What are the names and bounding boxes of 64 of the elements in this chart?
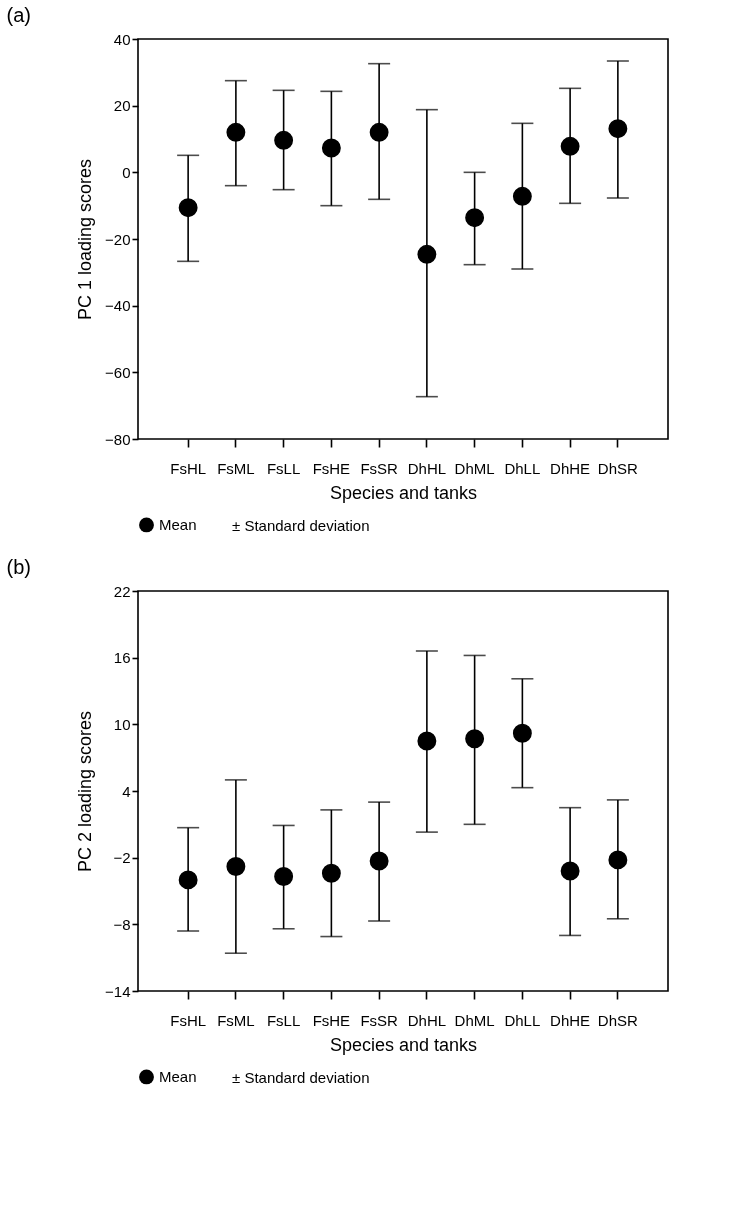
point [369,851,389,871]
point [417,731,437,751]
y-tick-label: 16 [113,649,131,667]
point [608,119,628,139]
text: ± Standard deviation [232,1069,370,1087]
point [465,208,485,228]
x-tick-label: DhHE [550,459,591,477]
x-tick-label: FsSR [360,1011,399,1029]
point [321,863,341,883]
point [369,122,389,142]
y-tick-label: −2 [113,849,131,867]
x-axis-title: Species and tanks [329,482,478,503]
x-tick-label: DhHL [407,1011,447,1029]
x-tick-label: FsLL [266,459,301,477]
y-tick-label: 20 [113,97,131,115]
x-tick-label: FsHE [312,459,351,477]
x-tick-label: FsHE [312,1011,351,1029]
y-tick-label: 0 [122,163,131,181]
point [274,130,294,150]
point [226,122,246,142]
point [274,867,294,886]
x-tick-label: DhML [454,459,495,477]
x-tick-label: FsML [217,1011,255,1029]
y-axis-title: PC 2 loading scores [75,710,96,873]
x-tick-label: FsLL [266,1011,301,1029]
x-tick-label: FsHL [170,459,207,477]
point [321,138,341,158]
point [512,186,532,206]
x-tick-label: DhHE [550,1011,591,1029]
point [178,870,198,890]
point [226,857,246,876]
y-tick-label: 40 [113,30,131,48]
point [608,850,628,870]
y-tick-label: 10 [113,715,131,733]
legend-label: Mean [159,515,197,533]
x-tick-label: DhSR [597,1011,639,1029]
y-tick-label: 22 [113,582,131,600]
y-axis-title: PC 1 loading scores [75,158,96,321]
x-tick-label: DhLL [504,1011,541,1029]
x-tick-label: FsHL [170,1011,207,1029]
legend-label: Mean [159,1067,197,1085]
point [512,723,532,743]
point [465,729,485,749]
y-tick-label: −80 [105,430,131,448]
chart-title: (b) [6,556,32,578]
x-tick-label: DhML [454,1011,495,1029]
x-tick-label: FsSR [360,459,399,477]
x-tick-label: DhLL [504,459,541,477]
y-tick-label: −60 [105,363,131,381]
y-tick-label: −8 [113,915,131,933]
chart-title: (a) [6,4,32,26]
text: ± Standard deviation [232,517,370,535]
y-tick-label: 4 [122,782,131,800]
y-tick-label: −20 [105,230,131,248]
point [560,136,580,156]
x-axis-title: Species and tanks [329,1034,478,1055]
x-tick-label: DhSR [597,459,639,477]
point [178,198,198,218]
x-tick-label: DhHL [407,459,447,477]
y-tick-label: −14 [105,982,131,1000]
point [560,861,580,881]
y-tick-label: −40 [105,297,131,315]
point [417,244,437,264]
x-tick-label: FsML [217,459,255,477]
